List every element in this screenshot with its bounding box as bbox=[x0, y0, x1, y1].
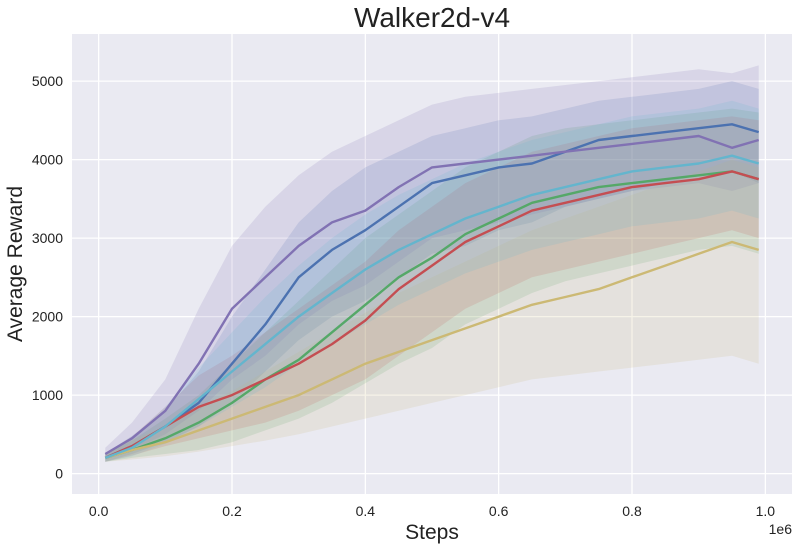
x-tick-label: 0.2 bbox=[222, 503, 242, 519]
chart-title: Walker2d-v4 bbox=[354, 2, 510, 33]
x-tick-label: 1.0 bbox=[756, 503, 776, 519]
x-tick-label: 0.8 bbox=[622, 503, 642, 519]
series-lines bbox=[104, 123, 760, 460]
grid-lines bbox=[72, 34, 792, 494]
y-tick-label: 4000 bbox=[32, 152, 63, 168]
y-tick-labels: 0 1000 2000 3000 4000 5000 bbox=[32, 73, 63, 481]
y-axis-label: Average Reward bbox=[4, 186, 27, 342]
y-tick-label: 1000 bbox=[32, 387, 63, 403]
series-band-5 bbox=[105, 100, 759, 462]
x-axis-label: Steps bbox=[405, 521, 459, 544]
series-band-4 bbox=[105, 159, 759, 462]
y-tick-label: 2000 bbox=[32, 309, 63, 325]
x-tick-label: 0.4 bbox=[356, 503, 376, 519]
y-tick-label: 3000 bbox=[32, 230, 63, 246]
x-tick-label: 0.6 bbox=[489, 503, 509, 519]
x-tick-label: 0.0 bbox=[89, 503, 109, 519]
series-band-2 bbox=[105, 116, 759, 462]
x-offset-label: 1e6 bbox=[769, 521, 793, 537]
y-tick-label: 0 bbox=[55, 466, 63, 482]
series-band-3 bbox=[105, 65, 759, 460]
series-band-0 bbox=[105, 81, 759, 462]
y-tick-label: 5000 bbox=[32, 73, 63, 89]
x-tick-labels: 0.0 0.2 0.4 0.6 0.8 1.0 bbox=[89, 503, 775, 519]
